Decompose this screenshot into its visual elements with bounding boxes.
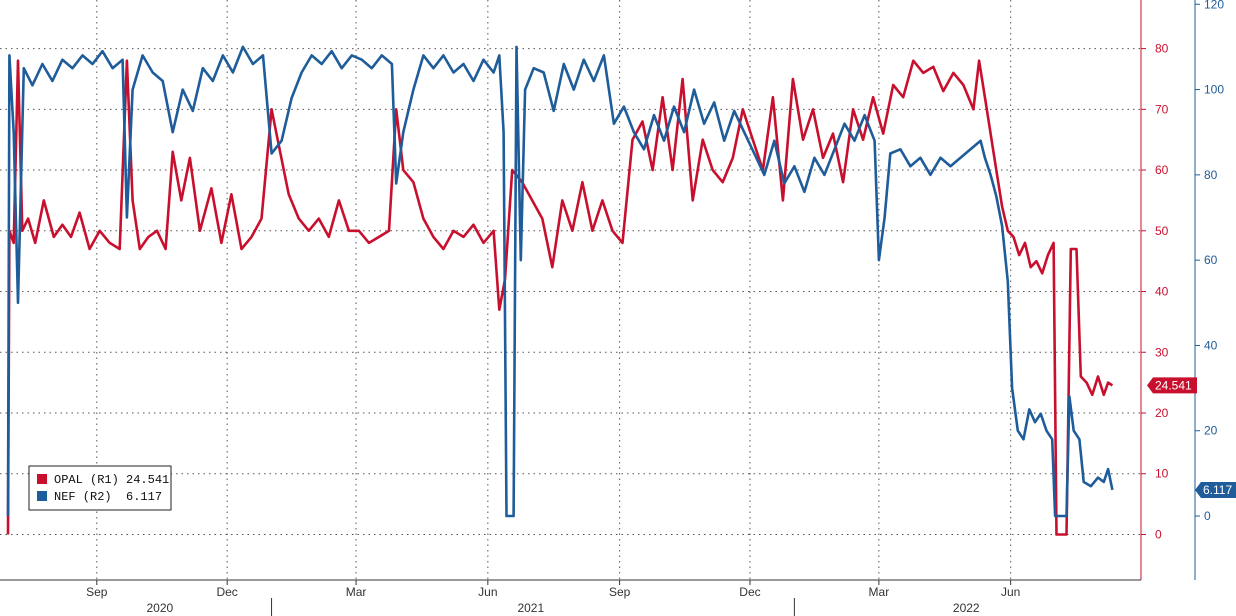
series-line-nef xyxy=(6,45,1114,518)
x-axis-tick-label: Mar xyxy=(869,585,890,599)
legend-swatch-opal xyxy=(37,474,47,484)
axis-r1-tick-label: 80 xyxy=(1155,42,1169,56)
x-axis-tick-label: Sep xyxy=(609,585,631,599)
legend-label-opal: OPAL (R1) 24.541 xyxy=(54,473,169,487)
last-value-nef-bg xyxy=(1195,481,1236,498)
last-value-nef: 6.117 xyxy=(1203,483,1232,497)
x-axis-tick-label: Jun xyxy=(1001,585,1020,599)
x-axis-tick-label: Dec xyxy=(216,585,237,599)
legend: OPAL (R1) 24.541 NEF (R2) 6.117 xyxy=(28,465,172,511)
x-axis-tick-label: Mar xyxy=(346,585,367,599)
legend-swatch-nef xyxy=(37,491,47,501)
legend-box xyxy=(28,465,172,511)
axis-r2-tick-label: 60 xyxy=(1204,253,1218,267)
axis-r1-tick-label: 10 xyxy=(1155,467,1169,481)
last-value-opal-bg xyxy=(1147,377,1197,394)
axis-r1-tick-label: 70 xyxy=(1155,102,1169,116)
axis-r2-tick-label: 80 xyxy=(1204,168,1218,182)
x-axis-year-label: 2022 xyxy=(953,601,980,615)
axis-r1-tick-label: 0 xyxy=(1155,527,1162,541)
axis-r2-tick-label: 40 xyxy=(1204,338,1218,352)
x-axis-tick-label: Dec xyxy=(739,585,760,599)
series-lines xyxy=(6,45,1114,536)
axis-r1-tick-label: 20 xyxy=(1155,406,1169,420)
axis-r1-tick-label: 50 xyxy=(1155,224,1169,238)
axis-r2-tick-label: 20 xyxy=(1204,424,1218,438)
x-axis-tick-label: Jun xyxy=(478,585,497,599)
axis-r1-tick-label: 60 xyxy=(1155,163,1169,177)
axis-r2-tick-label: 100 xyxy=(1204,83,1224,97)
x-axis-year-label: 2021 xyxy=(517,601,544,615)
last-value-labels: 24.541 6.117 xyxy=(1147,377,1236,498)
series-line-opal xyxy=(6,59,1114,536)
axis-r1-tick-label: 30 xyxy=(1155,345,1169,359)
last-value-opal: 24.541 xyxy=(1155,378,1192,392)
x-axis-year-label: 2020 xyxy=(146,601,173,615)
legend-label-nef: NEF (R2) 6.117 xyxy=(54,490,162,504)
x-axis-tick-label: Sep xyxy=(86,585,108,599)
axis-r2-tick-label: 0 xyxy=(1204,509,1211,523)
axis-r2-tick-label: 120 xyxy=(1204,0,1224,11)
axis-r1-tick-label: 40 xyxy=(1155,285,1169,299)
